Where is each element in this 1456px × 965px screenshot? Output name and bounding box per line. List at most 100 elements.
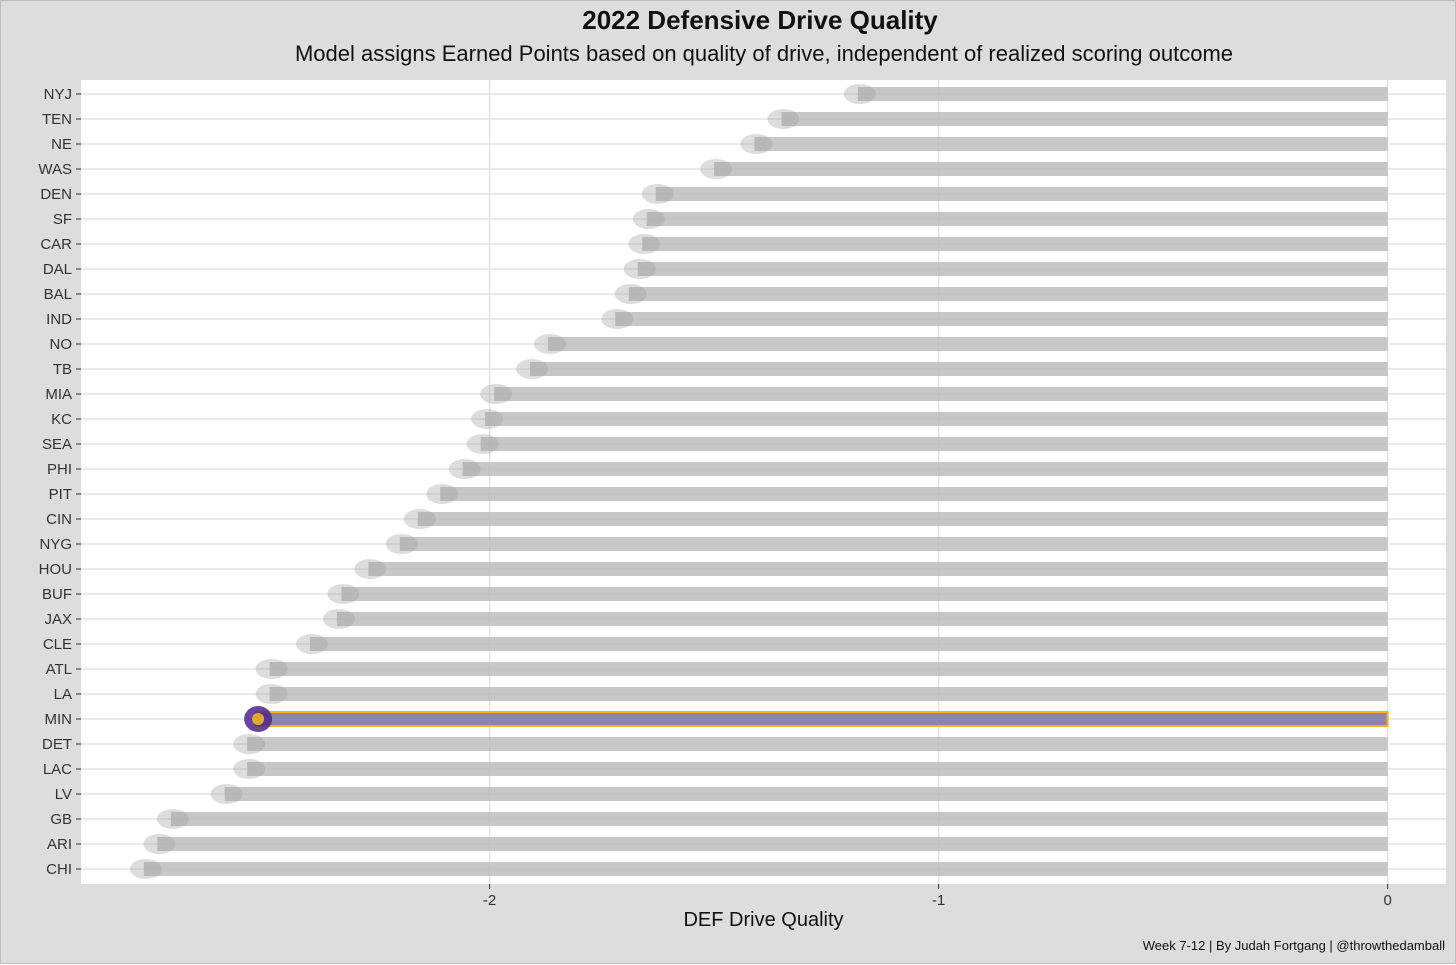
- bar: [754, 137, 1388, 151]
- team-logo: [767, 109, 800, 129]
- team-logo: [700, 159, 733, 179]
- y-tick-label: GB: [50, 811, 72, 828]
- x-tick-label: 0: [1383, 892, 1391, 909]
- bar: [247, 737, 1388, 751]
- bar: [309, 637, 1388, 651]
- y-tick-label: CHI: [46, 861, 72, 878]
- team-logo: [623, 259, 656, 279]
- chart-title: 2022 Defensive Drive Quality: [582, 5, 938, 35]
- y-tick-label: DET: [42, 736, 72, 753]
- bar: [480, 437, 1388, 451]
- team-logo: [601, 309, 634, 329]
- team-logo: [233, 734, 266, 754]
- team-logo: [614, 284, 647, 304]
- bar: [462, 462, 1388, 476]
- bar: [440, 487, 1388, 501]
- y-tick-label: NO: [50, 336, 73, 353]
- bar: [637, 262, 1388, 276]
- team-logo: [233, 759, 266, 779]
- y-tick-label: NYG: [39, 536, 72, 553]
- y-tick-label: TB: [53, 361, 72, 378]
- team-logo: [466, 434, 499, 454]
- team-logo: [255, 684, 288, 704]
- y-tick-label: CLE: [43, 636, 72, 653]
- team-logo: [632, 209, 665, 229]
- chart-caption: Week 7-12 | By Judah Fortgang | @throwth…: [1142, 938, 1445, 953]
- bar: [224, 787, 1388, 801]
- bar: [368, 562, 1388, 576]
- team-logo: [740, 134, 773, 154]
- bar-highlight: [255, 711, 1389, 727]
- bar: [781, 112, 1388, 126]
- bar: [642, 237, 1388, 251]
- chart-subtitle: Model assigns Earned Points based on qua…: [294, 41, 1234, 66]
- y-tick-label: CIN: [46, 511, 72, 528]
- team-logo: [403, 509, 436, 529]
- bar: [336, 612, 1388, 626]
- team-logo: [448, 459, 481, 479]
- y-tick-label: LAC: [43, 761, 72, 778]
- y-tick-label: PHI: [47, 461, 72, 478]
- bar: [714, 162, 1388, 176]
- team-logo: [255, 659, 288, 679]
- bar: [655, 187, 1388, 201]
- bar: [494, 387, 1388, 401]
- team-logo: [471, 409, 504, 429]
- team-logo: [295, 634, 328, 654]
- y-tick-label: ATL: [46, 661, 72, 678]
- bar: [547, 337, 1388, 351]
- y-tick-label: KC: [51, 411, 72, 428]
- y-tick-label: ARI: [47, 836, 72, 853]
- bar: [143, 862, 1388, 876]
- team-logo-accent: [252, 713, 265, 725]
- team-logo: [533, 334, 566, 354]
- bar: [399, 537, 1388, 551]
- team-logo: [354, 559, 387, 579]
- bar: [269, 662, 1388, 676]
- bar: [247, 762, 1388, 776]
- bar: [417, 512, 1388, 526]
- bar: [646, 212, 1388, 226]
- y-tick-label: BUF: [42, 586, 72, 603]
- bar: [530, 362, 1388, 376]
- x-tick-label: -2: [483, 892, 496, 909]
- bar: [857, 87, 1388, 101]
- y-tick-label: HOU: [39, 561, 72, 578]
- y-tick-label: MIA: [45, 386, 72, 403]
- team-logo: [516, 359, 549, 379]
- y-tick-label: SEA: [42, 436, 72, 453]
- y-tick-label: PIT: [49, 486, 72, 503]
- bar: [269, 687, 1388, 701]
- y-tick-label: SF: [53, 211, 72, 228]
- y-tick-label: LV: [55, 786, 72, 803]
- y-tick-label: WAS: [38, 161, 72, 178]
- team-logo: [327, 584, 360, 604]
- team-logo: [480, 384, 513, 404]
- bar: [485, 412, 1388, 426]
- x-tick-label: -1: [932, 892, 945, 909]
- bar: [615, 312, 1388, 326]
- y-tick-label: TEN: [42, 111, 72, 128]
- bar: [628, 287, 1388, 301]
- y-tick-label: NYJ: [44, 86, 72, 103]
- team-logo: [210, 784, 243, 804]
- team-logo: [641, 184, 674, 204]
- y-tick-label: CAR: [40, 236, 72, 253]
- bar: [341, 587, 1388, 601]
- y-tick-label: LA: [54, 686, 72, 703]
- team-logo: [129, 859, 162, 879]
- y-tick-label: NE: [51, 136, 72, 153]
- bar: [170, 812, 1388, 826]
- team-logo: [426, 484, 459, 504]
- y-tick-label: JAX: [44, 611, 72, 628]
- team-logo: [156, 809, 189, 829]
- y-tick-label: DEN: [40, 186, 72, 203]
- y-tick-label: DAL: [43, 261, 72, 278]
- x-axis-label: DEF Drive Quality: [683, 909, 844, 931]
- team-logo: [628, 234, 661, 254]
- y-tick-label: IND: [46, 311, 72, 328]
- bar: [157, 837, 1388, 851]
- team-logo: [322, 609, 355, 629]
